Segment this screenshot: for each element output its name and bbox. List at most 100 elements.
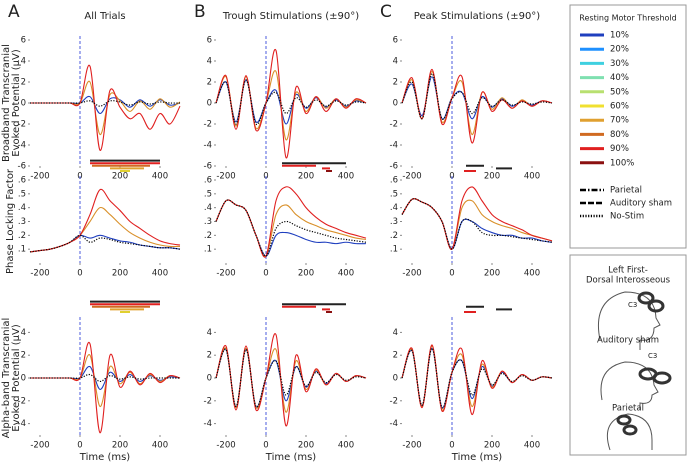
x-tick-label: 400 bbox=[152, 269, 168, 279]
y-tick-label: 4 bbox=[207, 328, 212, 338]
legend-label: 100% bbox=[610, 158, 634, 168]
y-tick-label: -4 bbox=[390, 419, 398, 429]
x-tick-label: 200 bbox=[484, 441, 500, 451]
y-tick-label: 4 bbox=[21, 57, 26, 67]
y-tick-label: 0 bbox=[21, 99, 26, 109]
y-tick-label: 6 bbox=[207, 36, 212, 46]
y-tick-label: -2 bbox=[18, 120, 26, 130]
y-tick-label: .2 bbox=[18, 231, 26, 241]
legend-box bbox=[569, 4, 687, 249]
x-tick-label: 0 bbox=[449, 269, 454, 279]
x-tick-label: 200 bbox=[298, 172, 314, 182]
panel-label: C bbox=[380, 2, 392, 22]
y-tick-label: 2 bbox=[207, 78, 212, 88]
coil bbox=[622, 424, 638, 436]
y-tick-label: .4 bbox=[18, 203, 26, 213]
legend-label: 20% bbox=[610, 45, 629, 55]
panel-title: All Trials bbox=[84, 11, 125, 22]
y-axis-label: Evoked Potential (µV) bbox=[11, 324, 22, 432]
electrode-label: C3 bbox=[628, 301, 637, 309]
head-outline bbox=[600, 361, 659, 410]
x-tick-label: 400 bbox=[524, 269, 540, 279]
legend-label: Auditory sham bbox=[610, 199, 672, 209]
legend-label: No-Stim bbox=[610, 212, 644, 222]
legend-label: 80% bbox=[610, 130, 629, 140]
y-tick-label: -2 bbox=[204, 396, 212, 406]
x-tick-label: -200 bbox=[30, 172, 49, 182]
x-tick-label: -200 bbox=[402, 269, 421, 279]
legend-label: 90% bbox=[610, 144, 629, 154]
coil bbox=[647, 299, 665, 313]
legend-label: Parietal bbox=[610, 186, 642, 196]
diagram-label: Parietal bbox=[612, 404, 644, 414]
head-outline bbox=[606, 413, 653, 451]
legend-label: 50% bbox=[610, 87, 629, 97]
diagram-box bbox=[569, 254, 687, 456]
series-line bbox=[29, 206, 181, 253]
series-line bbox=[401, 72, 553, 120]
y-tick-label: -2 bbox=[390, 396, 398, 406]
series-line bbox=[29, 234, 181, 253]
x-tick-label: 200 bbox=[298, 441, 314, 451]
y-tick-label: .5 bbox=[204, 189, 212, 199]
x-tick-label: 0 bbox=[449, 441, 454, 451]
x-tick-label: 200 bbox=[484, 172, 500, 182]
x-tick-label: 400 bbox=[152, 172, 168, 182]
x-tick-label: -200 bbox=[216, 269, 235, 279]
series-line bbox=[30, 64, 181, 151]
legend-title: Resting Motor Threshold bbox=[579, 14, 676, 23]
y-tick-label: 4 bbox=[207, 57, 212, 67]
y-tick-label: .6 bbox=[18, 176, 26, 186]
series-line bbox=[401, 344, 553, 416]
head-icons bbox=[597, 291, 672, 451]
x-tick-label: -200 bbox=[30, 441, 49, 451]
y-axis-label: Broadband Transcranial bbox=[1, 44, 12, 162]
legend-label: 10% bbox=[610, 31, 629, 41]
y-tick-label: -6 bbox=[390, 162, 398, 172]
series-line bbox=[215, 348, 367, 408]
y-tick-label: .6 bbox=[390, 176, 398, 186]
x-axis-label: Time (ms) bbox=[265, 452, 317, 463]
diagram-label: Auditory sham bbox=[597, 336, 659, 346]
x-tick-label: -200 bbox=[30, 269, 49, 279]
x-tick-label: 400 bbox=[338, 269, 354, 279]
panel-title: Peak Stimulations (±90°) bbox=[414, 11, 541, 22]
x-tick-label: -200 bbox=[402, 172, 421, 182]
x-tick-label: 400 bbox=[338, 172, 354, 182]
x-tick-label: 200 bbox=[484, 269, 500, 279]
y-tick-label: .4 bbox=[204, 203, 212, 213]
y-axis-label: Alpha-band Transcranial bbox=[1, 318, 12, 439]
series-line bbox=[401, 198, 553, 250]
x-tick-label: 200 bbox=[112, 172, 128, 182]
coil bbox=[637, 291, 655, 305]
y-tick-label: .1 bbox=[204, 245, 212, 255]
y-tick-label: .5 bbox=[390, 189, 398, 199]
y-axis-label: Evoked Potential (µV) bbox=[11, 49, 22, 157]
y-tick-label: .2 bbox=[390, 231, 398, 241]
series-line bbox=[401, 68, 553, 144]
y-tick-label: -2 bbox=[18, 396, 26, 406]
y-tick-label: -4 bbox=[204, 141, 212, 151]
y-tick-label: .4 bbox=[390, 203, 398, 213]
y-tick-label: 0 bbox=[207, 374, 212, 384]
y-tick-label: 4 bbox=[21, 328, 26, 338]
legend-label: 70% bbox=[610, 116, 629, 126]
y-tick-label: 6 bbox=[21, 36, 26, 46]
diagram-label: Dorsal Interosseous bbox=[586, 276, 671, 286]
x-tick-label: 400 bbox=[524, 441, 540, 451]
series-line bbox=[401, 345, 553, 411]
x-tick-label: 400 bbox=[152, 441, 168, 451]
y-tick-label: .3 bbox=[18, 217, 26, 227]
diagram-label: Left First- bbox=[608, 266, 648, 276]
y-tick-label: .1 bbox=[18, 245, 26, 255]
y-tick-label: .6 bbox=[204, 176, 212, 186]
x-tick-label: 200 bbox=[112, 441, 128, 451]
panel-title: Trough Stimulations (±90°) bbox=[222, 11, 359, 22]
legend-label: 30% bbox=[610, 59, 629, 69]
x-tick-label: 200 bbox=[298, 269, 314, 279]
coil bbox=[616, 414, 632, 426]
x-tick-label: 0 bbox=[77, 269, 82, 279]
series-line bbox=[30, 100, 181, 107]
y-tick-label: 0 bbox=[393, 374, 398, 384]
y-tick-label: -4 bbox=[18, 419, 26, 429]
